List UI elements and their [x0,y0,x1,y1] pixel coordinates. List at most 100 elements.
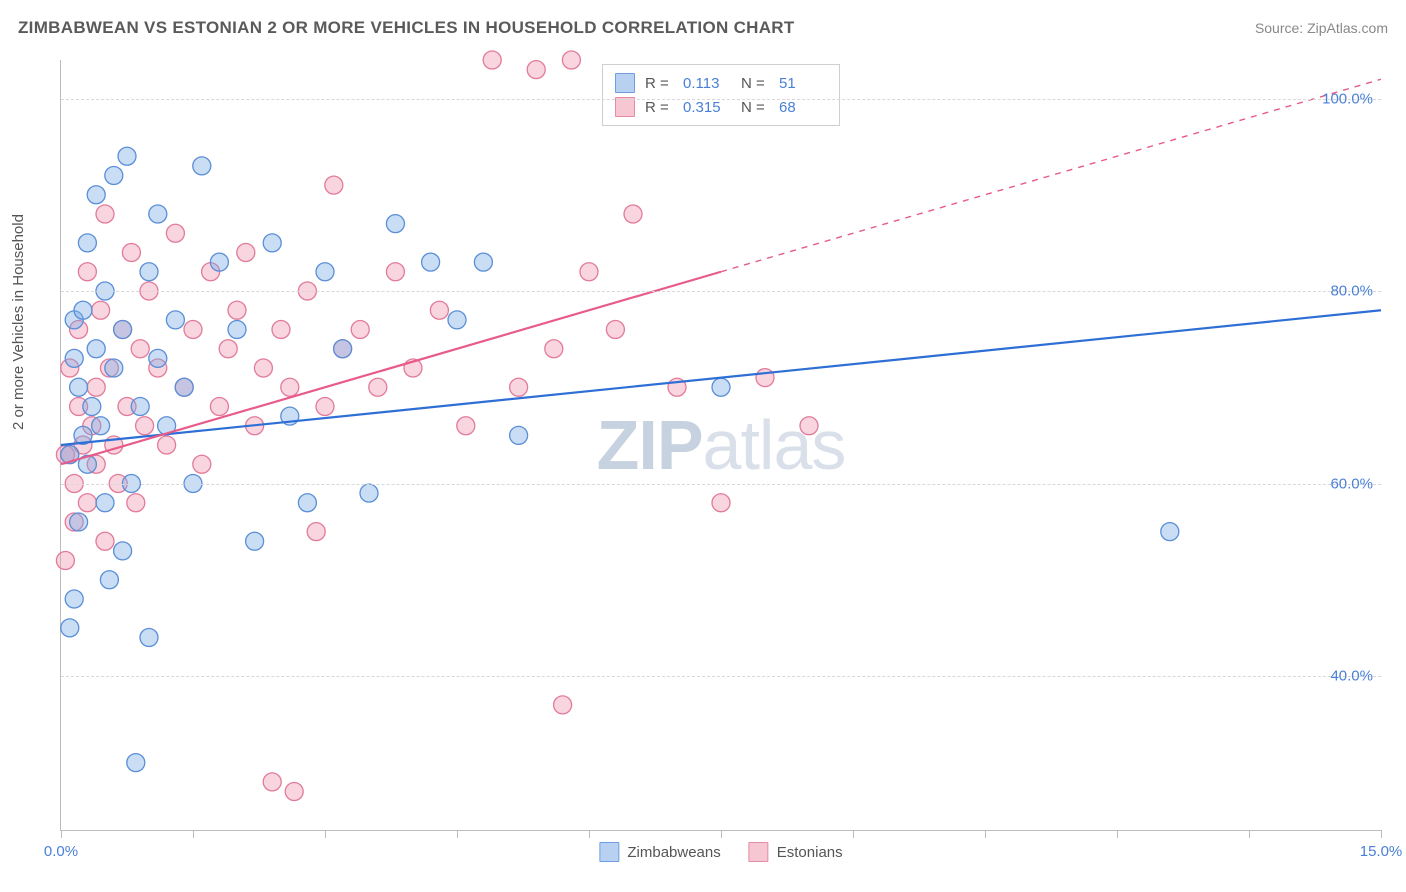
estonians-point [193,455,211,473]
estonians-point [210,398,228,416]
estonians-point [756,369,774,387]
x-tick [193,830,194,838]
estonians-point [562,51,580,69]
zimbabweans-point [712,378,730,396]
estonians-point [127,494,145,512]
x-tick [1249,830,1250,838]
estonians-point [131,340,149,358]
r-label: R = [645,75,673,92]
estonians-point [56,552,74,570]
estonians-point [545,340,563,358]
y-tick-label: 80.0% [1330,283,1373,300]
estonians-point [554,696,572,714]
grid-line [61,291,1381,292]
correlation-legend-row: R =0.113N =51 [615,71,827,95]
zimbabweans-point [175,378,193,396]
legend-swatch [615,73,635,93]
y-tick-label: 60.0% [1330,475,1373,492]
zimbabweans-point [149,205,167,223]
r-value: 0.113 [683,75,731,92]
estonians-point [272,321,290,339]
zimbabweans-point [263,234,281,252]
estonians-point [281,378,299,396]
estonians-point [369,378,387,396]
zimbabweans-point [105,359,123,377]
legend-swatch [599,842,619,862]
plot-area: ZIPatlas R =0.113N =51R =0.315N =68 Zimb… [60,60,1381,831]
estonians-point [237,244,255,262]
zimbabweans-point [149,349,167,367]
zimbabweans-point [127,754,145,772]
estonians-point [316,398,334,416]
grid-line [61,99,1381,100]
estonians-point [122,244,140,262]
chart-title: ZIMBABWEAN VS ESTONIAN 2 OR MORE VEHICLE… [18,18,795,38]
estonians-point [96,532,114,550]
zimbabweans-regression-line [61,310,1381,445]
estonians-point [184,321,202,339]
estonians-point [606,321,624,339]
grid-line [61,484,1381,485]
series-legend-label: Zimbabweans [627,844,720,861]
zimbabweans-point [96,494,114,512]
zimbabweans-point [510,426,528,444]
x-tick [1381,830,1382,838]
zimbabweans-point [114,542,132,560]
estonians-point [386,263,404,281]
legend-swatch [615,97,635,117]
zimbabweans-point [386,215,404,233]
estonians-point [430,301,448,319]
x-tick [325,830,326,838]
zimbabweans-point [210,253,228,271]
zimbabweans-point [92,417,110,435]
estonians-point [307,523,325,541]
zimbabweans-point [87,340,105,358]
estonians-point [78,263,96,281]
estonians-point [712,494,730,512]
zimbabweans-point [105,167,123,185]
zimbabweans-point [360,484,378,502]
zimbabweans-point [140,263,158,281]
zimbabweans-point [334,340,352,358]
estonians-point [158,436,176,454]
zimbabweans-point [100,571,118,589]
n-label: N = [741,99,769,116]
estonians-point [483,51,501,69]
estonians-point [285,783,303,801]
zimbabweans-point [87,186,105,204]
x-tick [61,830,62,838]
estonians-point [136,417,154,435]
correlation-legend: R =0.113N =51R =0.315N =68 [602,64,840,126]
x-tick [853,830,854,838]
y-tick-label: 40.0% [1330,668,1373,685]
zimbabweans-point [166,311,184,329]
x-tick [589,830,590,838]
estonians-point [96,205,114,223]
estonians-point [263,773,281,791]
x-tick [457,830,458,838]
series-legend-item: Estonians [749,842,843,862]
zimbabweans-point [193,157,211,175]
zimbabweans-point [70,378,88,396]
zimbabweans-point [78,234,96,252]
estonians-point [527,61,545,79]
series-legend-label: Estonians [777,844,843,861]
estonians-point [457,417,475,435]
estonians-point [580,263,598,281]
r-value: 0.315 [683,99,731,116]
grid-line [61,676,1381,677]
series-legend: Zimbabweans Estonians [599,842,842,862]
zimbabweans-point [298,494,316,512]
zimbabweans-point [114,321,132,339]
zimbabweans-point [228,321,246,339]
r-label: R = [645,99,673,116]
zimbabweans-point [70,513,88,531]
zimbabweans-point [65,349,83,367]
zimbabweans-point [316,263,334,281]
estonians-point [166,224,184,242]
source-label: Source: ZipAtlas.com [1255,20,1388,36]
y-axis-label: 2 or more Vehicles in Household [10,214,27,430]
zimbabweans-point [61,619,79,637]
x-tick [1117,830,1118,838]
zimbabweans-point [118,147,136,165]
